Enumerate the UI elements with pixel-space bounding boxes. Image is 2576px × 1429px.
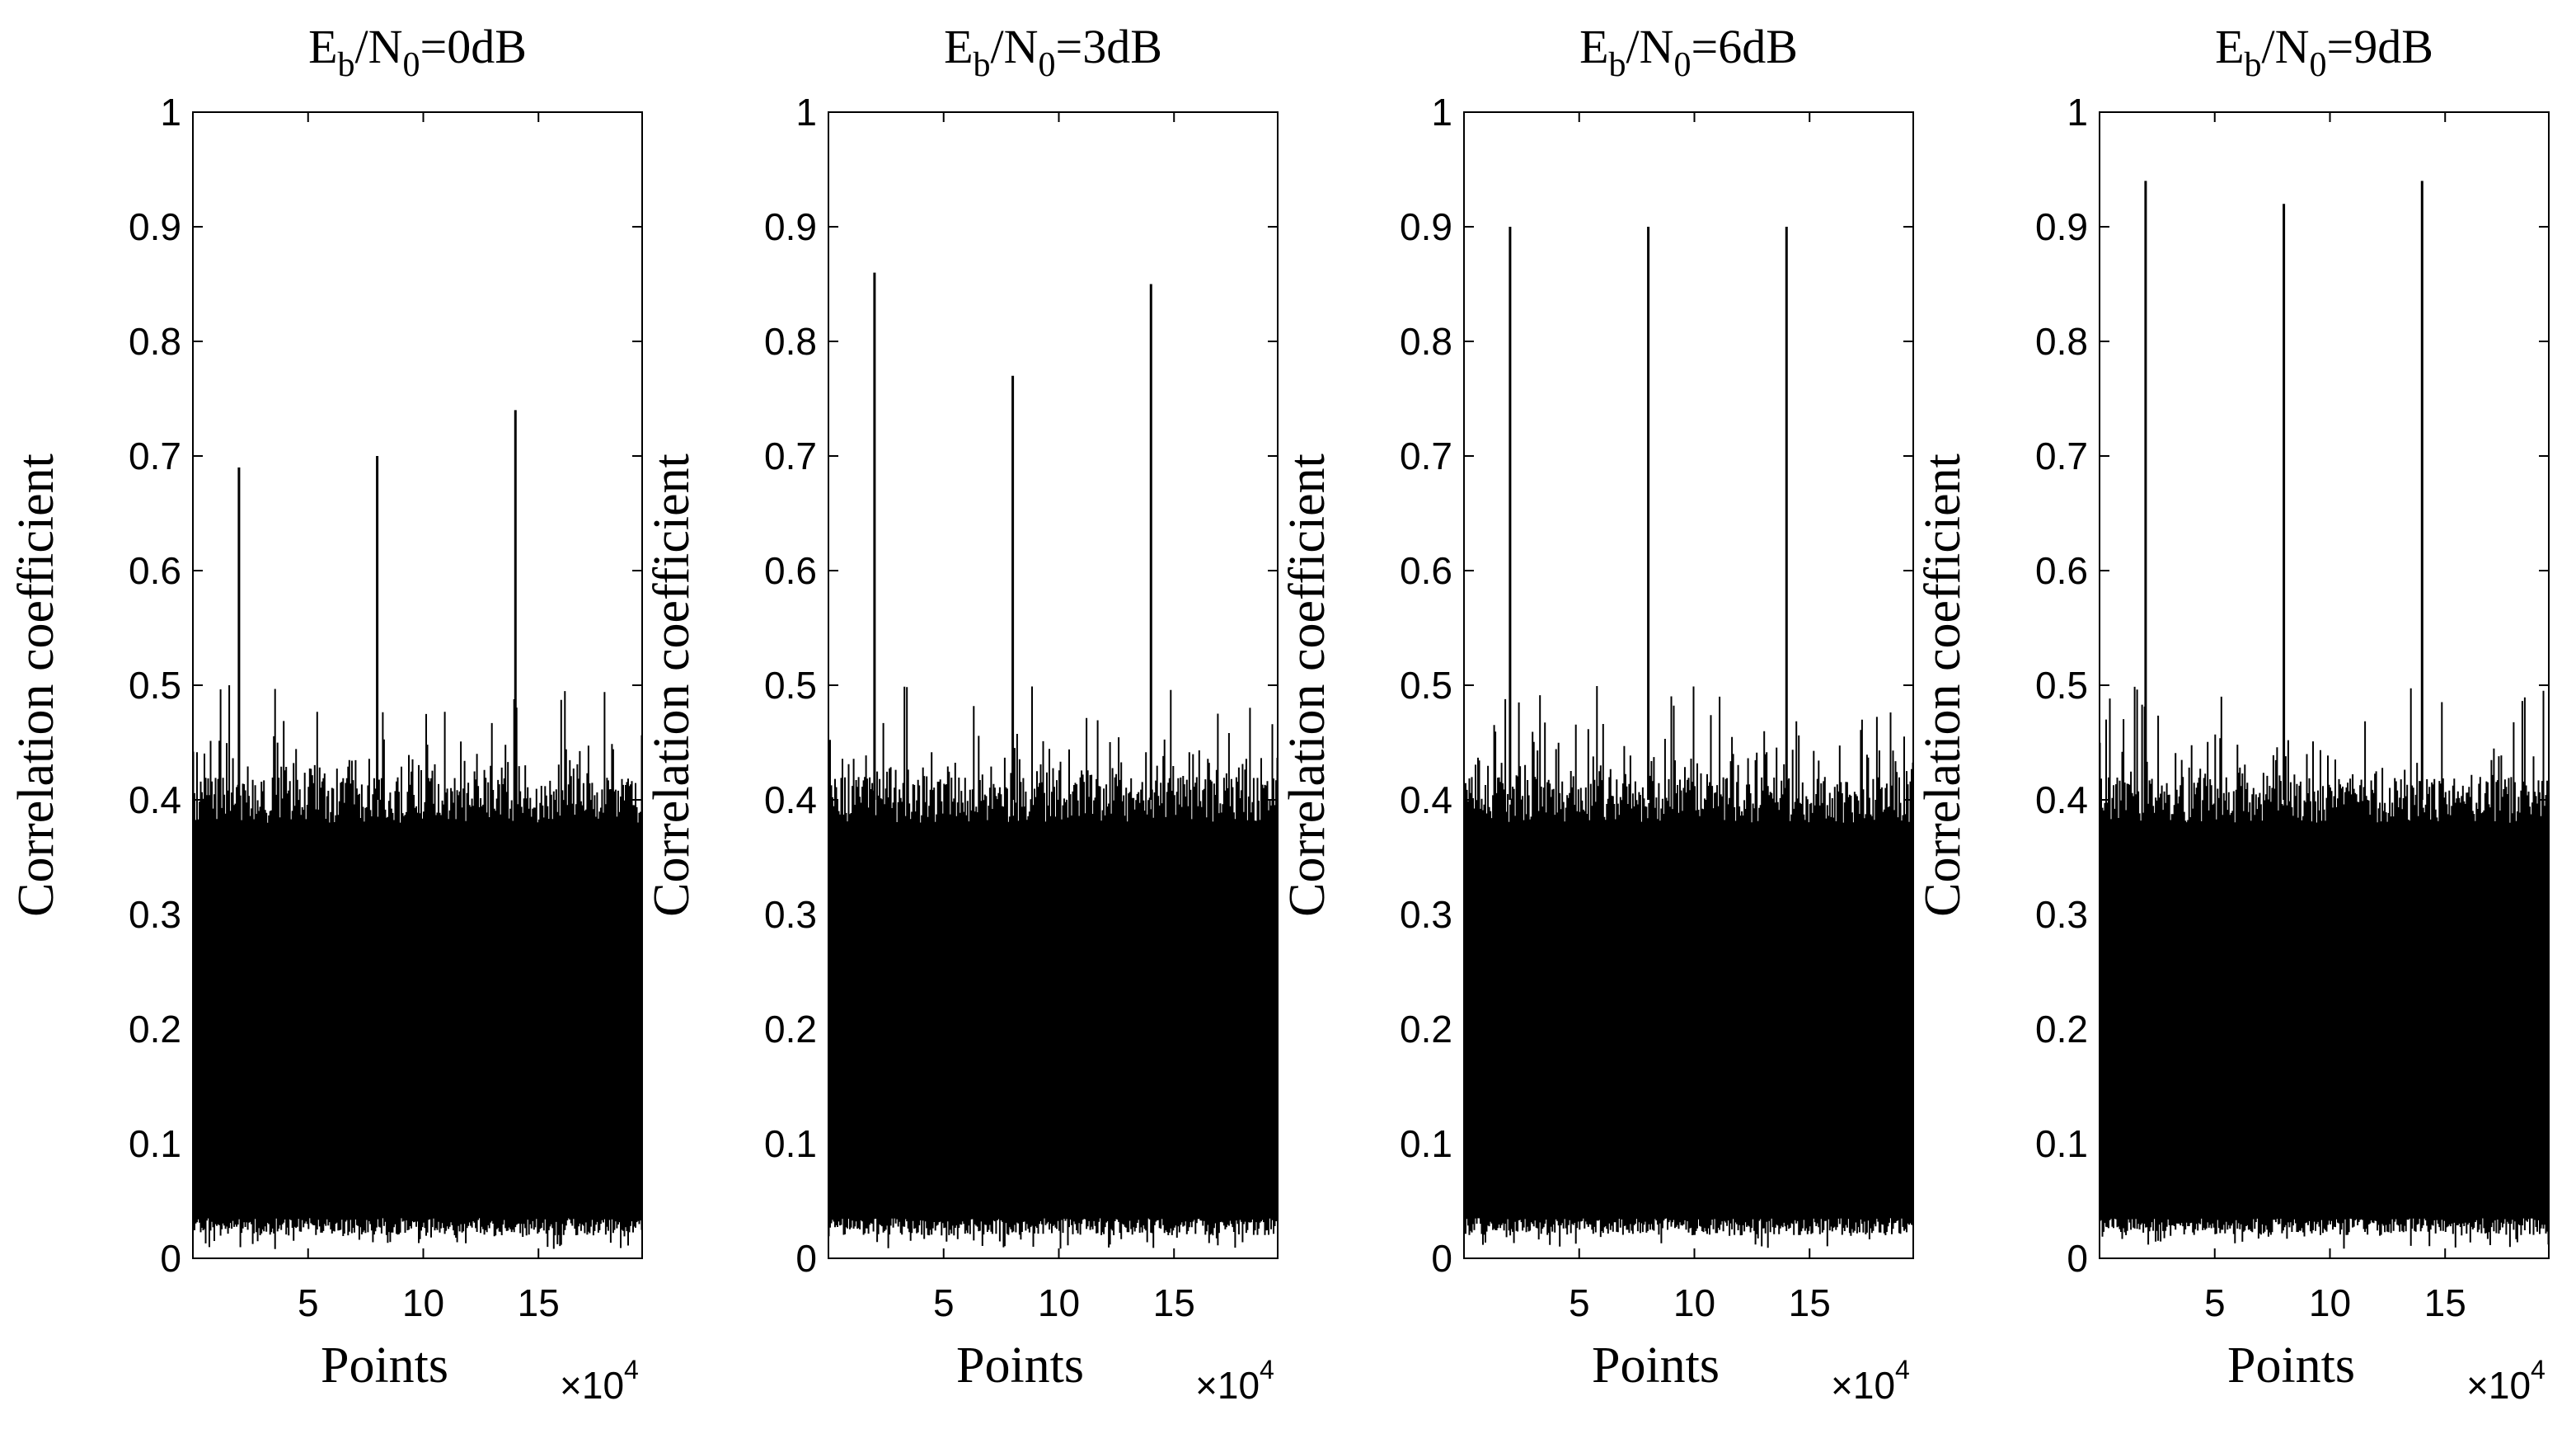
y-tick-label: 0.6 [2035,549,2088,592]
y-tick-label: 1 [1431,91,1452,134]
y-tick-label: 0.4 [129,778,181,821]
y-tick-label: 0.1 [764,1122,817,1165]
y-tick-label: 0.8 [129,320,181,363]
x-tick-label: 10 [1038,1281,1080,1324]
y-tick-label: 0.2 [764,1008,817,1051]
y-tick-label: 0 [2067,1237,2088,1280]
x-tick-label: 5 [2204,1281,2226,1324]
panel-4: 00.10.20.30.40.50.60.70.80.915 10 15Eb/N0=… [1915,20,2550,1407]
y-tick-label: 0.1 [2035,1122,2088,1165]
y-tick-label: 0.5 [764,664,817,707]
x-tick-label: 5 [298,1281,319,1324]
y-tick-label: 0.1 [1400,1122,1452,1165]
data-trace [2099,686,2550,1249]
y-tick-label: 0.4 [1400,778,1452,821]
x-axis-label: Points [2227,1337,2355,1394]
y-tick-label: 1 [795,91,817,134]
x-axis-label: Points [1592,1337,1720,1394]
data-trace [828,686,1279,1249]
y-axis-label: Correlation coefficient [644,454,700,917]
y-tick-label: 0.6 [129,549,181,592]
y-tick-label: 0.8 [1400,320,1452,363]
y-tick-label: 0.2 [129,1008,181,1051]
y-tick-label: 0.3 [1400,893,1452,936]
y-tick-label: 0.9 [764,205,817,248]
panel-2: 00.10.20.30.40.50.60.70.80.915 10 15Eb/N0=… [644,20,1279,1407]
x-tick-label: 15 [518,1281,560,1324]
y-tick-label: 0.6 [1400,549,1452,592]
y-tick-label: 0.6 [764,549,817,592]
y-tick-label: 1 [160,91,181,134]
x-tick-label: 15 [1789,1281,1831,1324]
panel-1: 00.10.20.30.40.50.60.70.80.915 10 15Eb/N0=… [8,20,643,1407]
y-tick-label: 0.9 [129,205,181,248]
y-tick-label: 0.7 [764,435,817,477]
x-axis-label: Points [321,1337,448,1394]
y-tick-label: 0.4 [764,778,817,821]
y-tick-label: 0.7 [1400,435,1452,477]
y-tick-label: 0.9 [2035,205,2088,248]
x-tick-label: 5 [1569,1281,1590,1324]
x-axis-label: Points [956,1337,1084,1394]
y-tick-label: 0.5 [2035,664,2088,707]
y-tick-label: 0.3 [129,893,181,936]
x-tick-label: 10 [2309,1281,2351,1324]
x-multiplier: ×104 [1195,1355,1274,1407]
x-multiplier: ×104 [560,1355,639,1407]
x-tick-label: 10 [1673,1281,1715,1324]
y-tick-label: 0.2 [2035,1008,2088,1051]
chart-title: Eb/N0=6dB [1579,20,1798,84]
chart-title: Eb/N0=9dB [2215,20,2433,84]
y-tick-label: 0.5 [1400,664,1452,707]
y-tick-label: 0.5 [129,664,181,707]
x-multiplier: ×104 [1831,1355,1910,1407]
x-tick-label: 15 [1153,1281,1195,1324]
x-tick-label: 5 [933,1281,955,1324]
y-tick-label: 0.3 [2035,893,2088,936]
data-trace [192,685,643,1249]
x-tick-label: 15 [2424,1281,2466,1324]
chart-title: Eb/N0=3dB [944,20,1162,84]
y-tick-label: 0 [1431,1237,1452,1280]
y-tick-label: 0.1 [129,1122,181,1165]
y-axis-label: Correlation coefficient [1915,454,1971,917]
y-axis-label: Correlation coefficient [1279,454,1335,917]
y-tick-label: 0.8 [764,320,817,363]
y-tick-label: 0 [160,1237,181,1280]
y-tick-label: 0.7 [2035,435,2088,477]
panel-3: 00.10.20.30.40.50.60.70.80.915 10 15Eb/N0=… [1279,20,1914,1407]
x-tick-label: 10 [402,1281,444,1324]
y-tick-label: 0.2 [1400,1008,1452,1051]
y-tick-label: 1 [2067,91,2088,134]
y-tick-label: 0.8 [2035,320,2088,363]
y-tick-label: 0.7 [129,435,181,477]
data-trace [1463,686,1914,1248]
y-axis-label: Correlation coefficient [8,454,64,917]
y-tick-label: 0 [795,1237,817,1280]
x-multiplier: ×104 [2466,1355,2546,1407]
y-tick-label: 0.9 [1400,205,1452,248]
y-tick-label: 0.4 [2035,778,2088,821]
chart-title: Eb/N0=0dB [308,20,527,84]
y-tick-label: 0.3 [764,893,817,936]
